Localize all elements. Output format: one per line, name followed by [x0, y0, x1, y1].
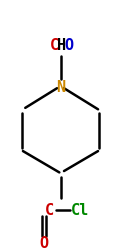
Text: H: H	[57, 38, 67, 53]
Text: O: O	[39, 235, 48, 250]
Text: C: C	[45, 202, 54, 217]
Text: Cl: Cl	[71, 202, 89, 217]
Text: N: N	[56, 79, 65, 94]
Text: C: C	[50, 38, 59, 53]
Text: O: O	[65, 38, 74, 53]
